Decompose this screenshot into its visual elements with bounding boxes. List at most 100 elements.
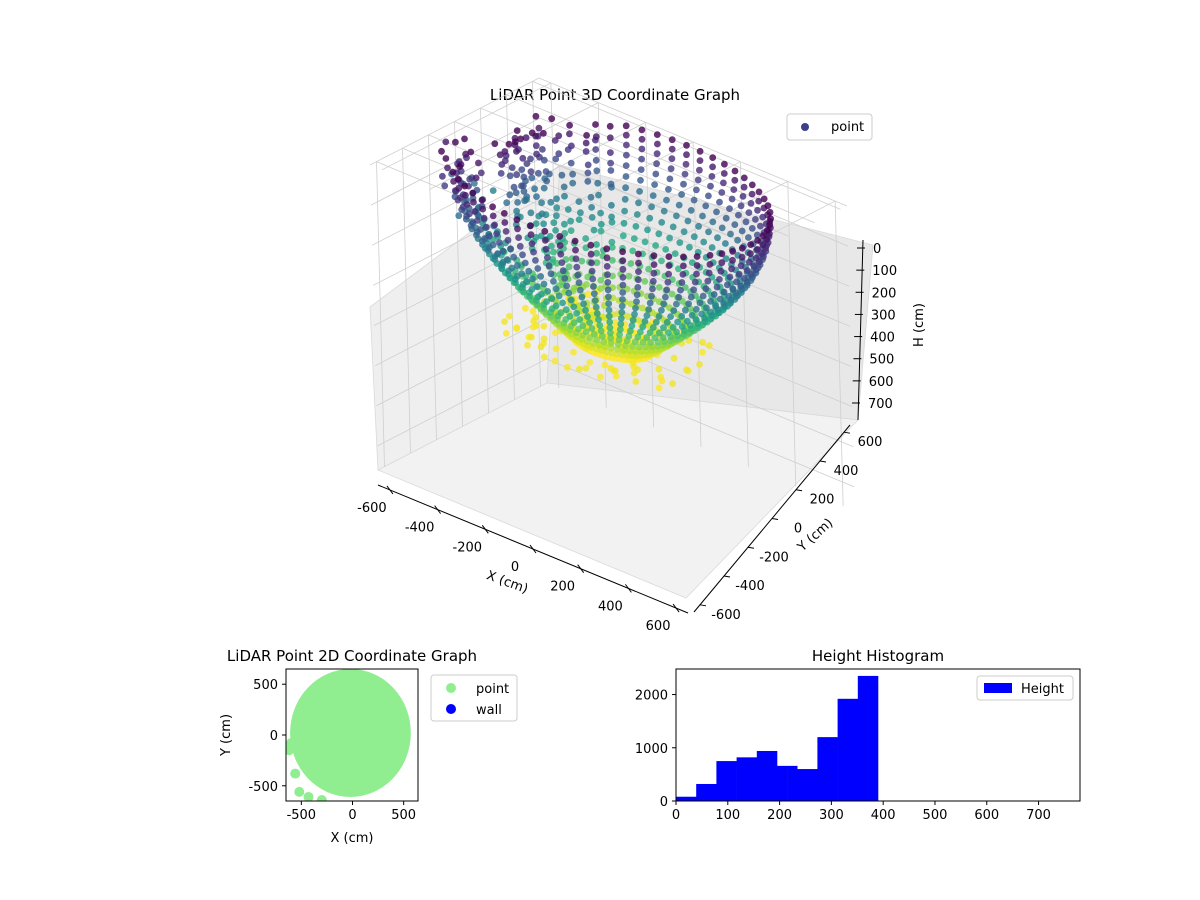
point-3d [512,189,520,197]
legend-3d-label: point [831,120,864,135]
point-3d [569,179,577,187]
point-3d [718,259,726,267]
point-3d [528,129,536,137]
point-3d [731,176,739,184]
point-3d [627,260,635,267]
point-3d [739,193,747,200]
point-3d [684,217,692,225]
point-3d [706,308,714,316]
point-3d [665,262,673,269]
point-3d [608,201,615,209]
x-tick-label: 400 [598,599,623,614]
histogram-bar [857,675,869,801]
point-3d [449,168,457,176]
point-3d [706,252,714,259]
point-3d [662,246,670,253]
point-3d [650,261,658,268]
point-3d [579,322,587,330]
legend-3d-marker [801,123,809,131]
point-3d [737,282,745,290]
point-3d [573,309,581,317]
legend-histogram-swatch [984,683,1012,693]
point-3d [565,289,573,297]
point-3d [573,263,581,271]
point-3d [520,187,528,195]
point-3d [595,191,602,199]
point-3d [648,203,655,211]
point-3d [707,182,714,190]
plot-2d-ylabel: Y (cm) [219,714,234,757]
point-3d [680,228,688,236]
point-3d [690,286,697,294]
point-3d [712,302,719,310]
point-2d [290,768,301,779]
point-3d [523,160,531,168]
point-3d [505,140,513,148]
histogram-bar [797,769,808,801]
point-3d [699,348,706,356]
point-3d [664,278,672,286]
h-tick-label: 700 [868,397,893,412]
point-3d [608,349,616,357]
histogram-bar [686,796,697,801]
point-3d [546,233,554,240]
point-3d [743,267,751,274]
legend-2d-point-label: point [476,682,509,697]
point-3d [745,258,753,266]
histogram-bar [726,761,737,801]
point-3d [653,150,661,158]
histogram-bar [787,765,798,801]
point-3d [574,271,582,279]
point-3d [528,333,535,341]
point-3d [649,192,657,200]
point-3d [691,278,699,286]
point-3d [623,141,630,149]
x-tick-label: 200 [550,580,575,595]
point-3d [527,222,534,230]
point-3d [699,338,706,346]
point-3d [498,161,506,168]
point-3d [544,288,552,295]
point-3d [535,124,543,132]
x-tick-label-hist: 400 [871,808,896,823]
point-3d [543,177,551,185]
x-tick-label: -600 [357,501,387,516]
point-3d [454,175,462,183]
point-3d [532,142,540,150]
point-3d [646,329,654,336]
point-3d [675,265,682,273]
point-3d [752,254,760,262]
point-3d [716,198,723,206]
point-3d [588,325,596,332]
point-3d [513,325,520,332]
point-3d [648,292,655,300]
point-3d [663,286,671,294]
histogram-bar [817,737,828,801]
point-3d [587,241,595,249]
point-3d [722,214,730,222]
point-3d [510,183,518,191]
point-3d [452,138,459,146]
point-3d [717,267,725,275]
point-3d [705,192,712,200]
point-3d [658,219,666,226]
point-3d [658,257,665,265]
point-3d [560,183,568,191]
point-3d [597,373,604,381]
point-3d [632,304,639,312]
point-3d [683,317,691,325]
ticks-3d: -600 -400 -200 0 200 400 600 -600 -400 -200 0 200 40… [357,242,897,634]
point-3d [604,286,612,294]
point-3d [466,175,474,183]
point-3d [489,203,496,211]
point-3d [690,233,698,241]
point-3d [592,303,600,311]
point-3d [444,164,451,172]
point-3d [597,276,605,284]
y-tick-label: 200 [810,493,835,508]
point-3d [737,262,745,270]
point-3d [665,186,672,193]
point-3d [643,334,651,341]
point-3d [713,283,721,291]
point-3d [675,293,683,301]
